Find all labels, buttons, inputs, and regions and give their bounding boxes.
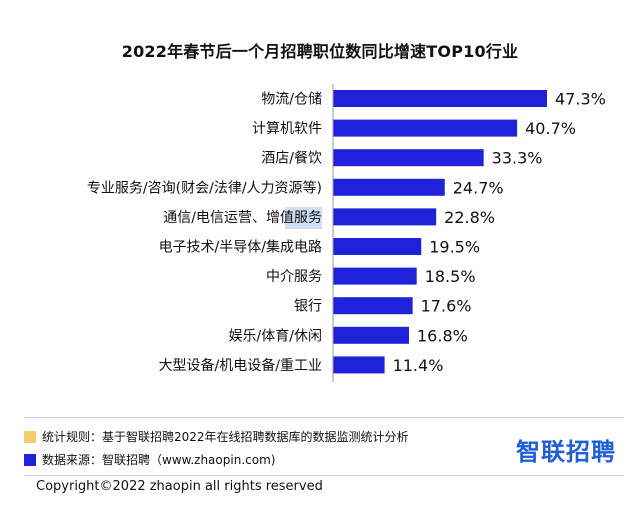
bar [333, 326, 410, 344]
value-label: 16.8% [417, 326, 468, 345]
bar [333, 267, 417, 285]
bar [333, 208, 437, 226]
value-label: 22.8% [444, 208, 495, 227]
divider-top [24, 417, 624, 418]
source-note-text: 数据来源：智联招聘（www.zhaopin.com) [42, 453, 276, 467]
value-label: 47.3% [555, 90, 606, 109]
value-label: 11.4% [393, 356, 444, 375]
rule-note: 统计规则：基于智联招聘2022年在线招聘数据库的数据监测统计分析 [24, 428, 409, 445]
category-label: 计算机软件 [252, 121, 322, 137]
bar [333, 119, 518, 137]
value-label: 24.7% [453, 178, 504, 197]
value-label: 40.7% [525, 119, 576, 138]
source-note: 数据来源：智联招聘（www.zhaopin.com) [24, 451, 275, 468]
bar [333, 178, 445, 196]
bars-group: 物流/仓储 47.3% 计算机软件 40.7% 酒店/餐饮 33.3% 专业服务/咨询(财会… [87, 90, 606, 375]
brand-logo: 智联招聘 [516, 438, 616, 466]
copyright-text: Copyright©2022 zhaopin all rights reserv… [36, 479, 323, 494]
bar [333, 356, 385, 374]
category-label: 电子技术/半导体/集成电路 [159, 239, 322, 256]
category-label: 专业服务/咨询(财会/法律/人力资源等) [87, 179, 322, 196]
bar [333, 149, 484, 167]
bar [333, 238, 422, 255]
category-label: 通信/电信运营、增值服务 [163, 210, 322, 226]
text-highlight [285, 207, 322, 229]
chart-title: 2022年春节后一个月招聘职位数同比增速TOP10行业 [121, 42, 519, 61]
category-label: 物流/仓储 [261, 92, 322, 108]
category-label: 娱乐/体育/休闲 [229, 328, 322, 344]
bar [333, 90, 547, 107]
rule-note-text: 统计规则：基于智联招聘2022年在线招聘数据库的数据监测统计分析 [42, 430, 409, 444]
value-label: 33.3% [492, 149, 543, 168]
value-label: 18.5% [425, 267, 476, 286]
value-label: 19.5% [429, 238, 480, 257]
bar [333, 297, 413, 315]
value-label: 17.6% [421, 297, 472, 316]
category-label: 大型设备/机电设备/重工业 [159, 357, 322, 374]
source-color-swatch [24, 453, 36, 466]
divider-bottom [24, 475, 624, 476]
category-label: 酒店/餐饮 [261, 151, 322, 167]
category-label: 中介服务 [266, 269, 322, 285]
category-label: 银行 [294, 299, 322, 315]
rule-color-swatch [24, 430, 36, 443]
